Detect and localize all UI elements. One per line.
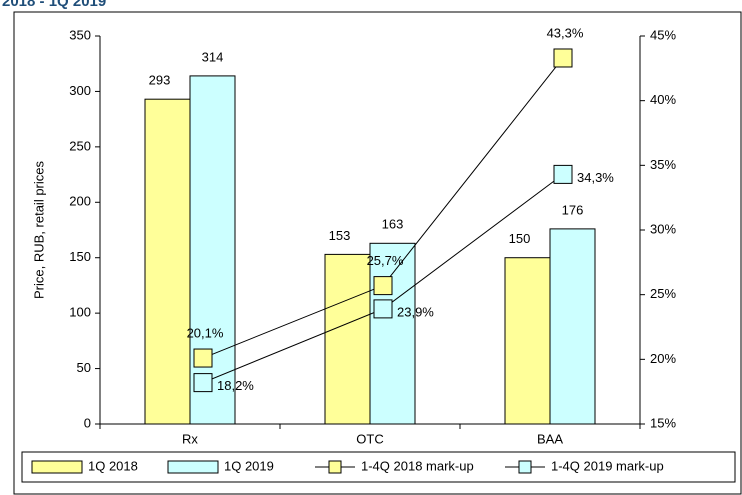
data-label: 20,1%	[187, 325, 224, 340]
legend-label: 1-4Q 2019 mark-up	[551, 458, 664, 473]
chart-title: 2018 - 1Q 2019	[2, 0, 106, 10]
line-marker	[373, 276, 393, 296]
y-axis-label: Price, RUB, retail prices	[31, 161, 46, 299]
y-tick-label: 300	[69, 83, 91, 98]
y-tick-label: 250	[69, 138, 91, 153]
y-tick-label: 350	[69, 27, 91, 42]
y2-tick-label: 35%	[650, 157, 676, 172]
bar	[549, 228, 596, 425]
legend-label: 1-4Q 2018 mark-up	[361, 458, 474, 473]
line-marker	[373, 299, 393, 319]
data-label: 43,3%	[547, 25, 584, 40]
bar	[144, 98, 191, 425]
bar-label: 163	[382, 217, 404, 232]
line-marker	[553, 48, 573, 68]
x-tick-label: Rx	[182, 431, 198, 446]
y2-tick-label: 20%	[650, 351, 676, 366]
data-label: 25,7%	[367, 253, 404, 268]
y-tick-label: 0	[84, 415, 91, 430]
y2-tick-label: 40%	[650, 92, 676, 107]
bar-label: 153	[329, 228, 351, 243]
data-label: 18,2%	[217, 378, 254, 393]
data-label: 34,3%	[577, 170, 614, 185]
y2-tick-label: 15%	[650, 415, 676, 430]
legend-box	[21, 451, 736, 483]
y2-tick-label: 25%	[650, 286, 676, 301]
x-tick-label: OTC	[356, 431, 383, 446]
x-tick-label: BAA	[537, 431, 563, 446]
bar	[324, 253, 371, 425]
bar	[369, 242, 416, 425]
legend-label: 1Q 2019	[224, 458, 274, 473]
y2-tick-label: 45%	[650, 27, 676, 42]
bar-label: 314	[202, 49, 224, 64]
y-tick-label: 100	[69, 305, 91, 320]
y-tick-label: 200	[69, 194, 91, 209]
data-label: 23,9%	[397, 304, 434, 319]
line-marker	[193, 373, 213, 393]
y-tick-label: 50	[77, 360, 91, 375]
line-marker	[193, 348, 213, 368]
line-marker	[553, 164, 573, 184]
bar	[504, 257, 551, 425]
legend-swatch	[167, 460, 219, 474]
bar-label: 150	[509, 231, 531, 246]
legend-swatch	[518, 460, 532, 474]
y2-tick-label: 30%	[650, 221, 676, 236]
legend-swatch	[31, 460, 83, 474]
legend-label: 1Q 2018	[88, 458, 138, 473]
y-tick-label: 150	[69, 249, 91, 264]
bar-label: 176	[562, 202, 584, 217]
legend-swatch	[328, 460, 342, 474]
bar-label: 293	[149, 73, 171, 88]
